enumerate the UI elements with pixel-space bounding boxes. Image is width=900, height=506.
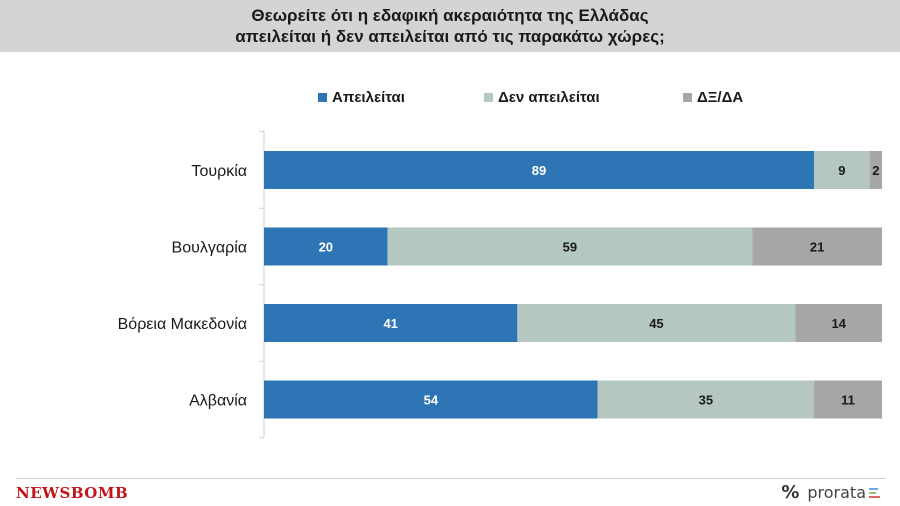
chart-header: Θεωρείτε ότι η εδαφική ακεραιότητα της Ε… — [0, 0, 900, 52]
chart-legend: Απειλείται Δεν απειλείται ΔΞ/ΔΑ — [0, 89, 900, 109]
legend-label-not-threatened: Δεν απειλείται — [498, 89, 600, 106]
data-label-dk-na: 21 — [810, 240, 824, 255]
data-label-threatened: 20 — [319, 240, 333, 255]
legend-item-threatened: Απειλείται — [318, 89, 405, 106]
data-label-dk-na: 2 — [872, 163, 879, 178]
data-label-dk-na: 14 — [832, 316, 847, 331]
category-label: Βουλγαρία — [172, 240, 247, 257]
bar-dk-na — [814, 380, 882, 419]
data-label-not-threatened: 35 — [699, 393, 713, 408]
bar-not-threatened — [814, 151, 870, 189]
legend-swatch-threatened — [318, 93, 327, 102]
legend-swatch-not-threatened — [484, 93, 493, 102]
legend-label-threatened: Απειλείται — [332, 89, 405, 106]
bar-dk-na — [752, 227, 882, 266]
bar-threatened — [264, 151, 815, 189]
percent-icon: % — [781, 482, 800, 503]
category-label: Βόρεια Μακεδονία — [118, 316, 247, 333]
stacked-bar-chart: Τουρκία 89 9 2 Βουλγαρία 20 59 21 Βόρεια Μακεδον… — [118, 130, 882, 439]
legend-item-not-threatened: Δεν απειλείται — [484, 89, 600, 106]
prorata-logo: % prorata — [781, 482, 880, 503]
bar-not-threatened — [597, 380, 815, 419]
bar-not-threatened — [387, 227, 753, 266]
category-label: Αλβανία — [189, 393, 247, 410]
data-label-threatened: 89 — [532, 163, 546, 178]
legend-label-dk-na: ΔΞ/ΔΑ — [697, 89, 744, 106]
bar-threatened — [264, 227, 388, 266]
bar-not-threatened — [517, 304, 796, 342]
legend-item-dk-na: ΔΞ/ΔΑ — [683, 89, 743, 106]
bar-dk-na — [795, 304, 882, 342]
data-label-threatened: 54 — [424, 393, 439, 408]
bar-threatened — [264, 380, 598, 419]
category-label: Τουρκία — [191, 163, 247, 180]
bar-dk-na — [869, 151, 882, 189]
data-label-threatened: 41 — [383, 316, 397, 331]
data-label-dk-na: 11 — [841, 393, 855, 408]
legend-swatch-dk-na — [683, 93, 692, 102]
data-label-not-threatened: 59 — [563, 240, 577, 255]
bar-threatened — [264, 304, 518, 342]
data-label-not-threatened: 45 — [649, 316, 663, 331]
prorata-bars-icon — [869, 487, 880, 499]
chart-title-line-2: απειλείται ή δεν απειλείται από τις παρα… — [235, 27, 665, 46]
newsbomb-logo: NEWSBOMB — [16, 484, 129, 502]
prorata-name: prorata — [807, 483, 866, 502]
chart-title-line-1: Θεωρείτε ότι η εδαφική ακεραιότητα της Ε… — [251, 6, 649, 25]
footer-divider — [16, 478, 886, 479]
data-label-not-threatened: 9 — [838, 163, 845, 178]
